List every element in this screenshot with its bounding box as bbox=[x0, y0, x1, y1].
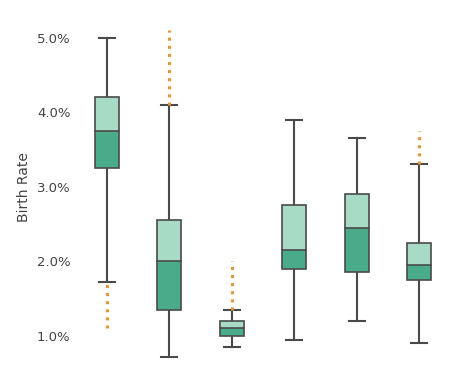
Bar bbox=[345, 194, 369, 272]
Bar bbox=[283, 205, 306, 250]
Bar bbox=[220, 321, 244, 328]
Y-axis label: Birth Rate: Birth Rate bbox=[17, 152, 31, 222]
Bar bbox=[407, 243, 431, 265]
Bar bbox=[95, 97, 119, 131]
Bar bbox=[157, 220, 181, 261]
Bar bbox=[345, 194, 369, 228]
Bar bbox=[407, 243, 431, 280]
Bar bbox=[407, 265, 431, 280]
Bar bbox=[95, 97, 119, 168]
Bar bbox=[345, 228, 369, 272]
Bar bbox=[220, 328, 244, 336]
Bar bbox=[157, 261, 181, 310]
Bar bbox=[283, 250, 306, 269]
Bar bbox=[220, 321, 244, 336]
Bar bbox=[283, 205, 306, 269]
Bar bbox=[95, 131, 119, 168]
Bar bbox=[157, 220, 181, 310]
